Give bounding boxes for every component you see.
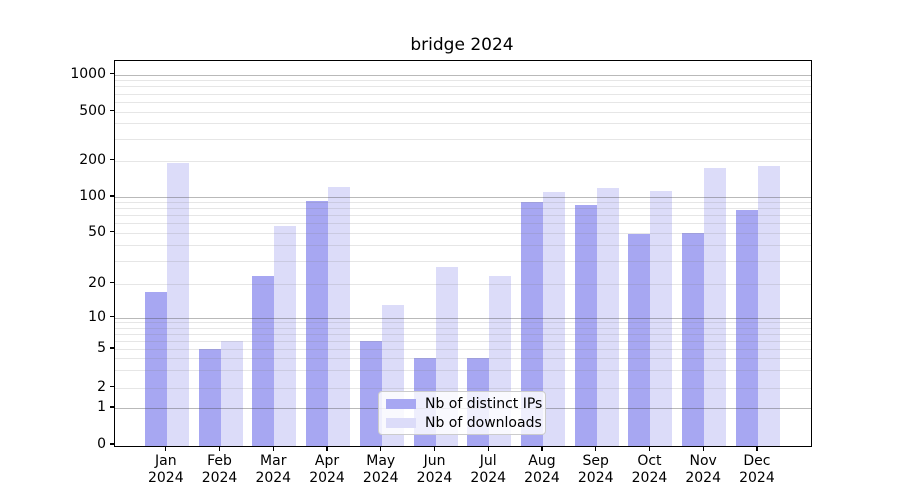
y-tick-mark <box>110 109 114 112</box>
x-tick-mark <box>487 446 489 451</box>
distinct-ips-swatch-icon <box>386 398 416 409</box>
bar-downloads-nov <box>704 167 727 446</box>
y-tick-mark <box>110 406 114 408</box>
bar-downloads-sep <box>596 188 619 446</box>
y-tick-label: 1 <box>97 399 106 415</box>
x-tick-label-nov: Nov 2024 <box>685 453 721 486</box>
y-tick-label: 2 <box>97 378 106 395</box>
y-tick-label: 200 <box>79 151 106 168</box>
bar-distinct-ips-apr <box>306 201 329 446</box>
y-tick-mark <box>110 281 114 284</box>
x-tick-mark <box>165 446 167 451</box>
bar-downloads-apr <box>328 186 351 446</box>
legend-row-downloads: Nb of downloads <box>386 415 542 431</box>
y-tick-mark <box>110 195 114 197</box>
bar-distinct-ips-aug <box>520 202 543 446</box>
bar-distinct-ips-may <box>359 340 382 446</box>
bar-downloads-mar <box>274 225 297 446</box>
x-tick-label-jul: Jul 2024 <box>470 453 507 486</box>
bar-distinct-ips-nov <box>682 232 705 446</box>
legend: Nb of distinct IPs Nb of downloads <box>378 391 546 435</box>
x-tick-label-oct: Oct 2024 <box>631 453 668 486</box>
y-tick-mark <box>110 72 114 75</box>
y-tick-mark <box>110 316 114 318</box>
y-tick-mark <box>110 443 114 445</box>
bar-downloads-jan <box>166 163 189 446</box>
y-tick-mark <box>110 347 114 349</box>
x-tick-mark <box>218 446 221 451</box>
y-tick-label: 50 <box>88 223 106 240</box>
y-tick-mark <box>110 385 114 388</box>
bar-distinct-ips-jan <box>144 291 167 446</box>
legend-row-distinct-ips: Nb of distinct IPs <box>386 396 542 412</box>
y-tick-label: 500 <box>79 102 106 119</box>
x-tick-mark <box>648 446 651 451</box>
bar-distinct-ips-mar <box>252 275 275 446</box>
chart-title: bridge 2024 <box>410 35 514 55</box>
x-tick-mark <box>272 446 274 451</box>
x-tick-mark <box>756 446 758 451</box>
bars-layer <box>115 61 811 446</box>
x-tick-label-sep: Sep 2024 <box>577 453 614 486</box>
x-tick-label-dec: Dec 2024 <box>739 453 775 486</box>
x-tick-mark <box>433 446 436 451</box>
x-tick-label-feb: Feb 2024 <box>201 453 238 486</box>
x-tick-mark <box>541 446 543 451</box>
downloads-swatch-icon <box>386 417 416 428</box>
x-tick-label-jan: Jan 2024 <box>147 453 184 486</box>
x-tick-label-apr: Apr 2024 <box>309 453 345 486</box>
x-tick-label-jun: Jun 2024 <box>416 453 453 486</box>
x-tick-mark <box>595 446 597 451</box>
x-tick-label-may: May 2024 <box>362 453 399 486</box>
x-tick-mark <box>326 446 328 451</box>
y-tick-mark <box>110 230 114 233</box>
x-tick-label-mar: Mar 2024 <box>255 453 292 486</box>
bar-distinct-ips-dec <box>735 210 758 446</box>
x-tick-mark <box>702 446 704 451</box>
y-tick-label: 0 <box>97 436 106 452</box>
y-tick-label: 10 <box>88 308 106 325</box>
y-tick-label: 100 <box>79 188 106 204</box>
bar-downloads-aug <box>542 191 565 446</box>
legend-label-downloads: Nb of downloads <box>425 414 542 431</box>
y-tick-label: 5 <box>97 340 106 356</box>
bar-distinct-ips-oct <box>628 233 651 446</box>
legend-label-distinct-ips: Nb of distinct IPs <box>425 395 543 412</box>
bar-distinct-ips-feb <box>198 349 221 446</box>
bar-distinct-ips-sep <box>574 205 597 446</box>
plot-area <box>114 60 812 447</box>
y-tick-label: 1000 <box>70 65 106 82</box>
bar-downloads-oct <box>650 191 673 446</box>
y-tick-mark <box>110 158 114 161</box>
x-tick-label-aug: Aug 2024 <box>524 453 560 486</box>
bar-downloads-dec <box>757 166 780 446</box>
y-tick-label: 20 <box>88 274 106 291</box>
bar-downloads-feb <box>220 340 243 446</box>
x-tick-mark <box>380 446 382 451</box>
